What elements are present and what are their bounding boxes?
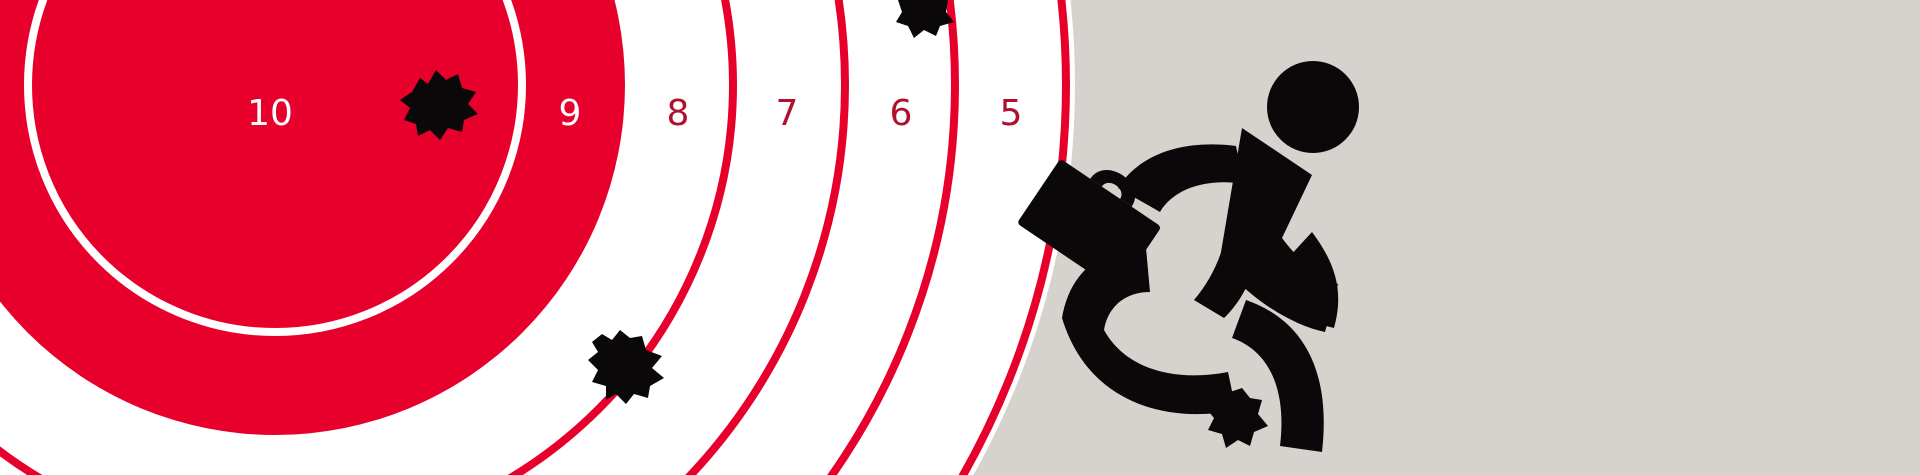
ring-number-8: 8 — [667, 93, 690, 134]
figure-rear-leg — [1062, 247, 1236, 415]
figure-head — [1267, 61, 1359, 153]
target — [0, 0, 1075, 475]
bullet-hole-icon — [896, 0, 954, 38]
ring-10-line — [24, 0, 526, 336]
ring-6-line — [827, 0, 959, 475]
bullet-hole-icon — [400, 70, 478, 140]
ring-numbers: 10 9 8 7 6 5 — [247, 93, 1022, 134]
bullet-holes — [400, 0, 1268, 448]
ring-number-5: 5 — [1000, 93, 1023, 134]
figure-back-foot — [1288, 232, 1339, 328]
ring-number-10: 10 — [247, 93, 293, 134]
ring-8-line — [0, 0, 737, 475]
running-businessman-icon — [1018, 61, 1359, 452]
ring-5-line — [958, 0, 1070, 475]
ring-number-6: 6 — [890, 93, 913, 134]
figure-front-arm — [1194, 192, 1265, 318]
ring-7-line — [685, 0, 849, 475]
ring-number-9: 9 — [559, 93, 582, 134]
briefcase-icon — [1018, 160, 1160, 290]
ring-number-7: 7 — [776, 93, 799, 134]
figure-front-leg — [1232, 300, 1324, 452]
figure-back-arm — [1118, 144, 1244, 212]
bullet-hole-icon — [588, 330, 664, 404]
